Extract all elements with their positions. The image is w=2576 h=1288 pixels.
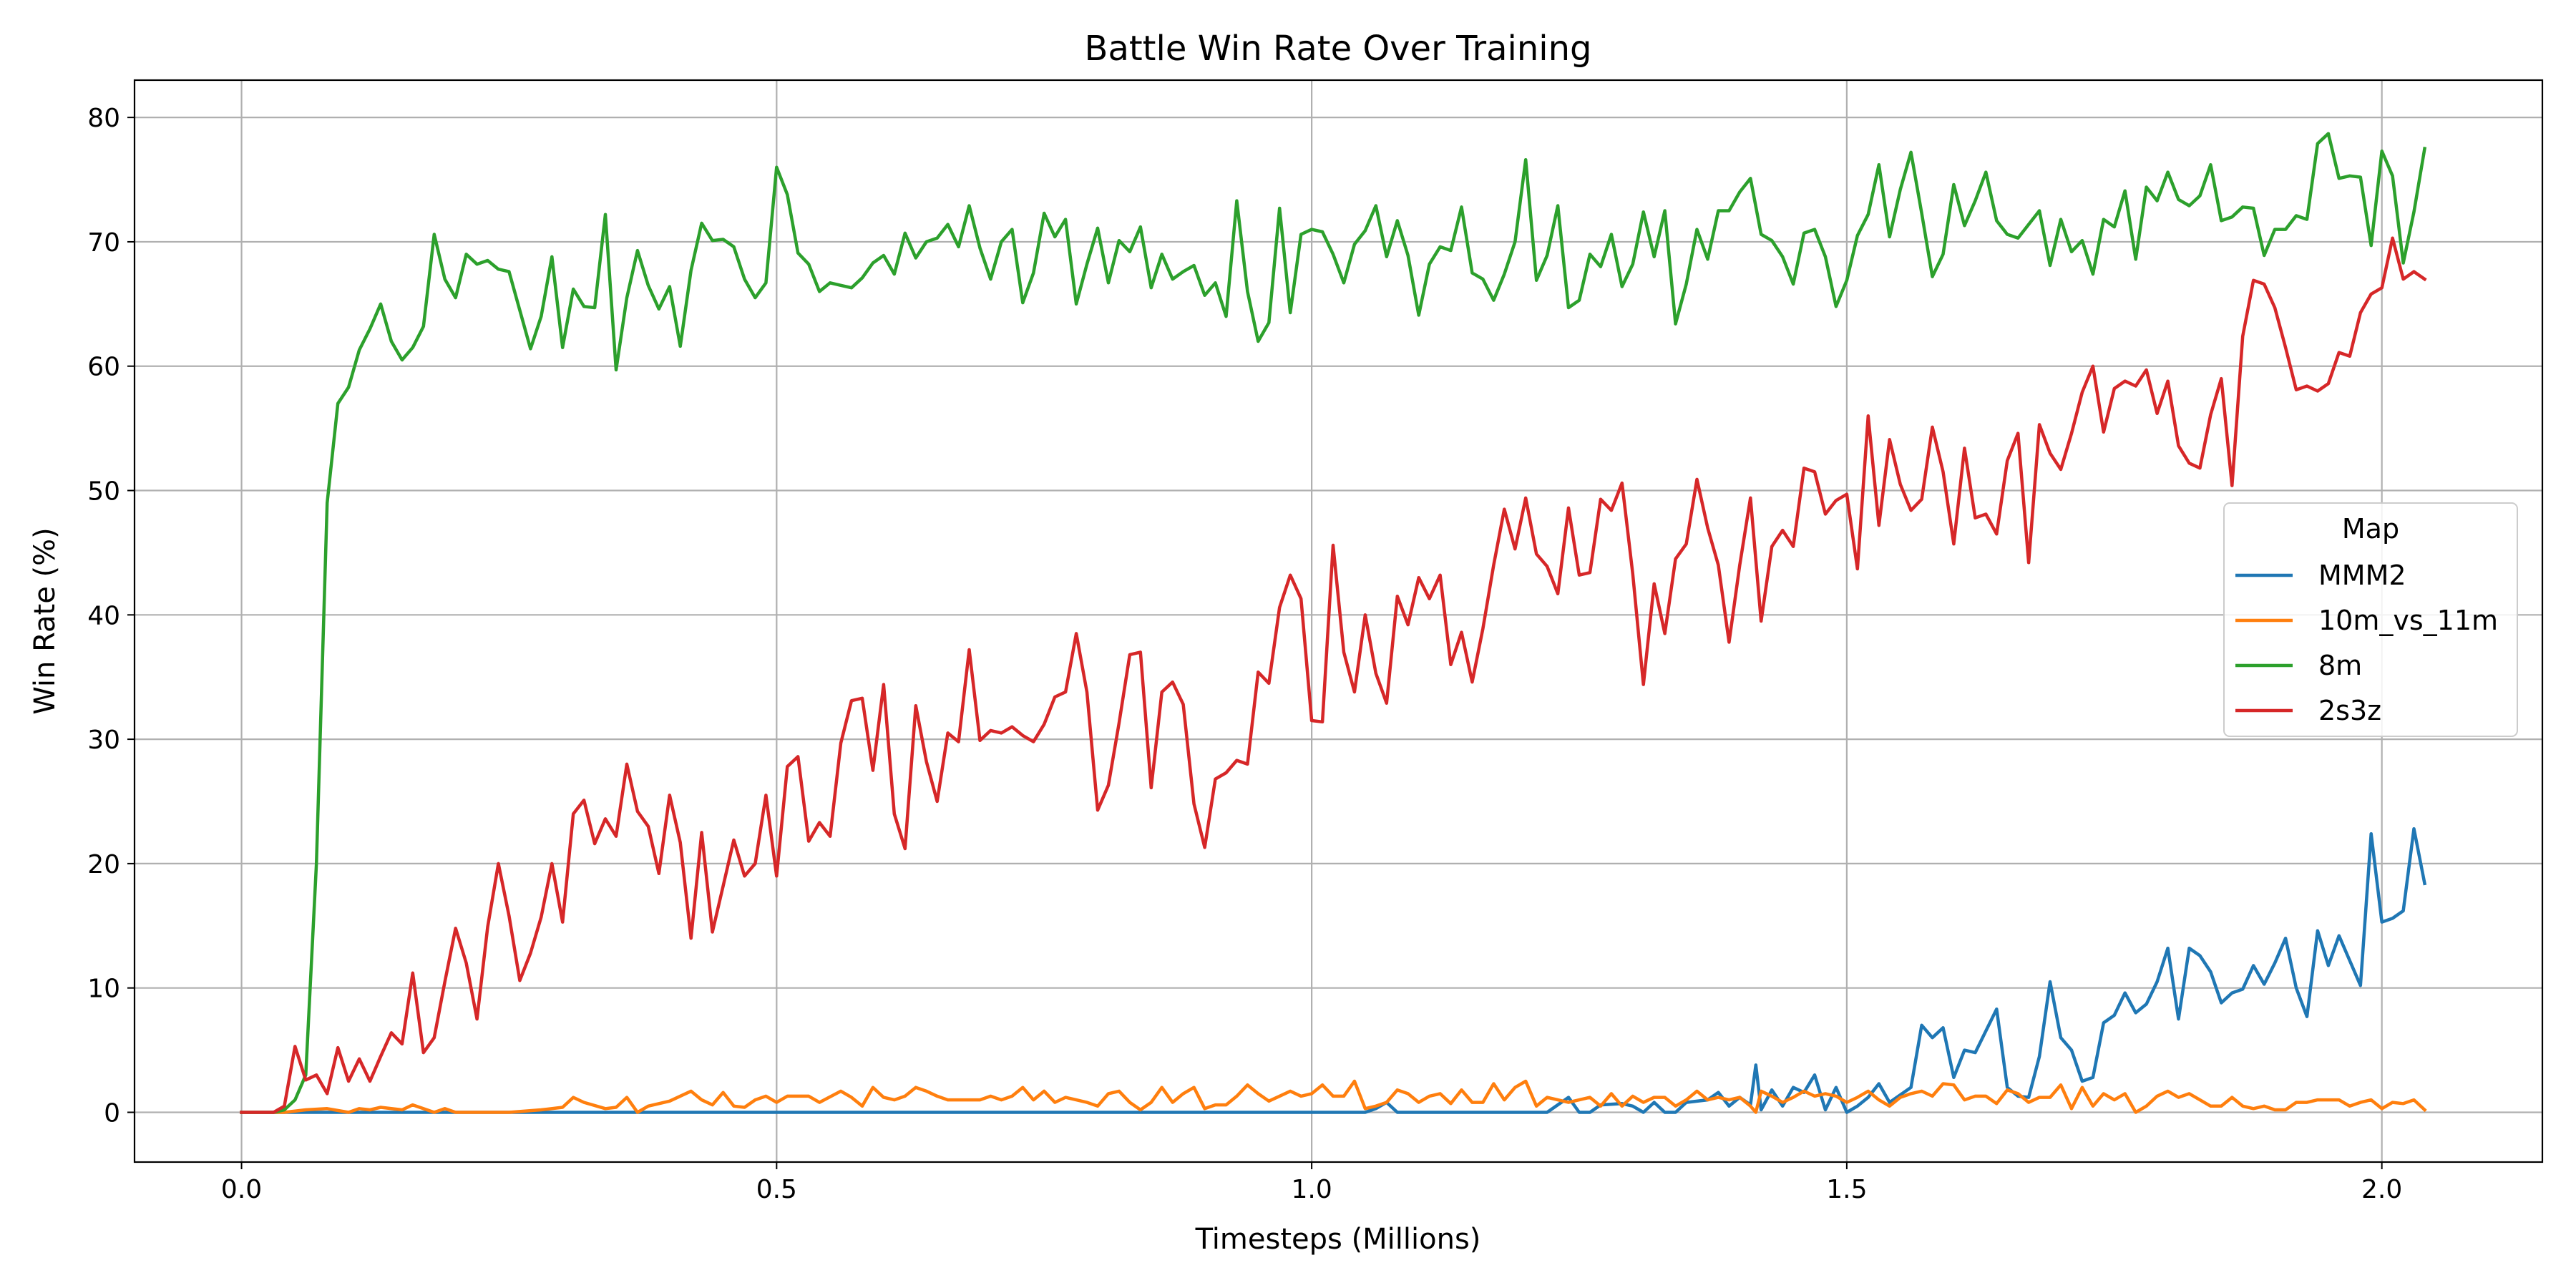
- y-tick-label: 30: [87, 726, 120, 755]
- legend-label: 10m_vs_11m: [2318, 605, 2498, 636]
- x-axis-label: Timesteps (Millions): [1195, 1223, 1481, 1256]
- series-line-8m: [240, 132, 2427, 1114]
- series-layer: [240, 132, 2427, 1114]
- x-tick-label: 0.5: [756, 1175, 797, 1204]
- series-line-2s3z: [240, 236, 2427, 1114]
- x-tick-label: 1.0: [1291, 1175, 1332, 1204]
- legend-label: 2s3z: [2318, 695, 2381, 726]
- legend-box: [2223, 502, 2518, 737]
- y-tick-label: 80: [87, 104, 120, 133]
- x-axis: 0.0 0.5 1.0 1.5 2.0: [221, 1162, 2402, 1204]
- x-tick-label: 0.0: [221, 1175, 262, 1204]
- y-tick-label: 50: [87, 477, 120, 507]
- plot-frame: [133, 79, 2544, 1163]
- y-axis-label: Win Rate (%): [29, 527, 62, 715]
- grid: [135, 80, 2542, 1162]
- chart-title: Battle Win Rate Over Training: [1085, 29, 1592, 69]
- series-line-mmm2: [240, 826, 2427, 1114]
- y-tick-label: 60: [87, 353, 120, 382]
- legend-title: Map: [2342, 513, 2399, 545]
- legend-label: MMM2: [2318, 560, 2406, 591]
- legend: Map MMM2 10m_vs_11m 8m 2s3z: [2223, 502, 2518, 737]
- x-tick-label: 2.0: [2361, 1175, 2402, 1204]
- y-axis: 0 10 20 30 40 50 60 70 80: [87, 104, 135, 1128]
- y-tick-label: 10: [87, 975, 120, 1004]
- y-tick-label: 20: [87, 850, 120, 879]
- x-tick-label: 1.5: [1826, 1175, 1867, 1204]
- y-tick-label: 0: [104, 1098, 120, 1128]
- series-line-10m-vs-11m: [240, 1079, 2427, 1114]
- y-tick-label: 40: [87, 601, 120, 630]
- y-tick-label: 70: [87, 228, 120, 258]
- legend-label: 8m: [2318, 650, 2362, 681]
